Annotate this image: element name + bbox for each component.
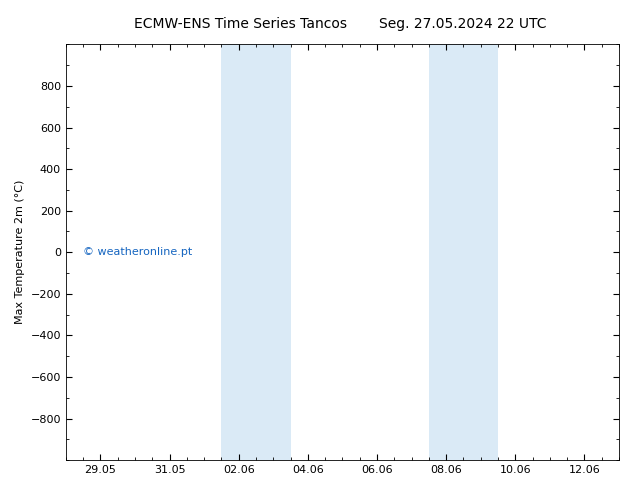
Y-axis label: Max Temperature 2m (°C): Max Temperature 2m (°C): [15, 180, 25, 324]
Bar: [221, 45, 290, 460]
Text: ECMW-ENS Time Series Tancos: ECMW-ENS Time Series Tancos: [134, 17, 347, 31]
Text: © weatheronline.pt: © weatheronline.pt: [82, 247, 191, 257]
Bar: [429, 45, 498, 460]
Text: Seg. 27.05.2024 22 UTC: Seg. 27.05.2024 22 UTC: [379, 17, 547, 31]
